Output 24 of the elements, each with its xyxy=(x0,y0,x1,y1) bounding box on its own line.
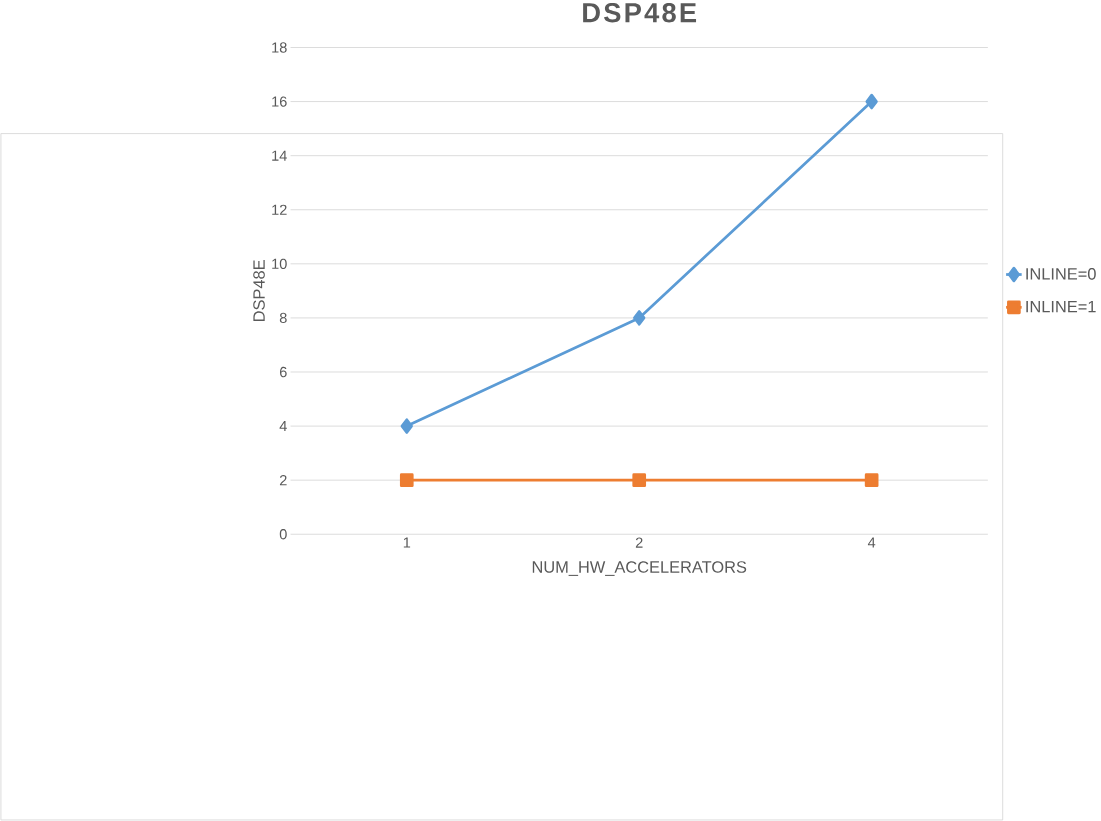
y-tick-label: 10 xyxy=(272,258,287,270)
x-tick-label: 4 xyxy=(867,537,876,548)
y-tick-label: 12 xyxy=(272,204,287,215)
legend-label: INLINE=0 xyxy=(1026,268,1096,280)
y-axis-title: DSP48E xyxy=(253,260,265,322)
point xyxy=(399,473,414,488)
point xyxy=(633,310,646,326)
y-tick-label: 2 xyxy=(279,475,287,486)
y-tick-label: 18 xyxy=(272,42,287,53)
x-tick-label: 1 xyxy=(403,537,411,548)
point xyxy=(632,473,647,488)
legend-label: INLINE=1 xyxy=(1026,301,1096,313)
y-tick-label: 8 xyxy=(279,312,287,324)
y-tick-label: 16 xyxy=(272,96,287,107)
point xyxy=(865,93,878,110)
x-axis-title: NUM_HW_ACCELERATORS xyxy=(532,561,747,576)
x-tick-label: 2 xyxy=(635,537,643,548)
y-tick-label: 4 xyxy=(279,421,287,432)
y-tick-label: 0 xyxy=(279,529,287,540)
point xyxy=(400,418,413,434)
y-tick-label: 6 xyxy=(279,366,287,378)
point xyxy=(864,473,879,488)
chart-title: DSP48E xyxy=(583,3,697,23)
y-tick-label: 14 xyxy=(272,150,287,161)
